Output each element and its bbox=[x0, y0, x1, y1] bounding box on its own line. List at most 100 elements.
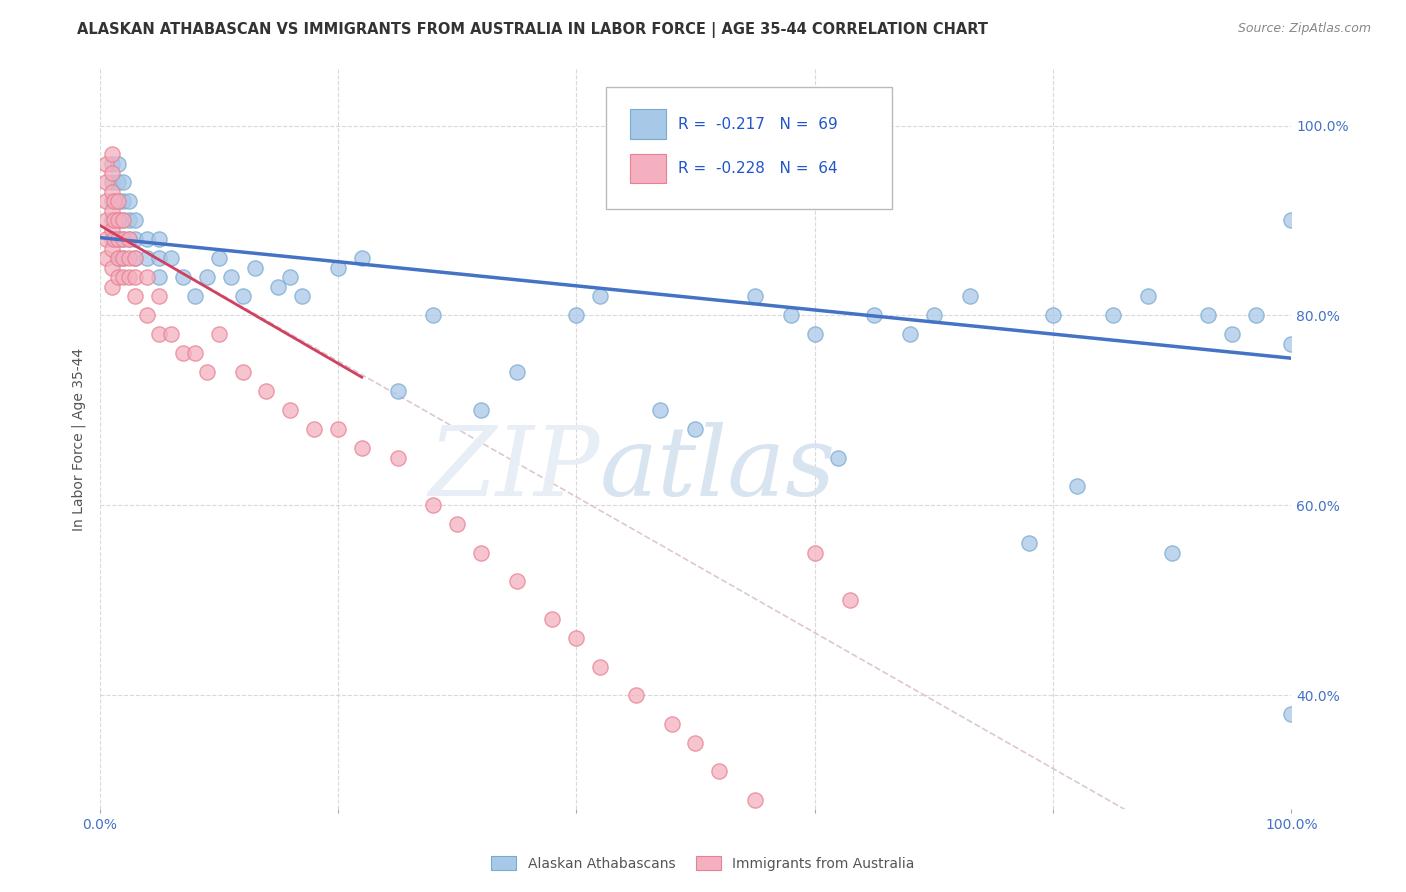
Point bbox=[94, 176, 117, 190]
Point bbox=[112, 176, 135, 190]
Point bbox=[589, 660, 612, 674]
Point bbox=[922, 309, 945, 323]
Point bbox=[100, 185, 122, 199]
Point bbox=[107, 270, 129, 285]
Point bbox=[172, 270, 194, 285]
Point bbox=[256, 384, 278, 399]
Point bbox=[107, 213, 129, 227]
Text: R =  -0.228   N =  64: R = -0.228 N = 64 bbox=[678, 161, 837, 176]
Point bbox=[100, 147, 122, 161]
Text: R =  -0.217   N =  69: R = -0.217 N = 69 bbox=[678, 117, 838, 132]
Point bbox=[1101, 309, 1123, 323]
Point bbox=[112, 252, 135, 266]
Point bbox=[112, 270, 135, 285]
Point bbox=[232, 289, 254, 303]
Point bbox=[506, 366, 529, 380]
Point bbox=[387, 450, 409, 465]
Point bbox=[184, 346, 207, 360]
Point bbox=[100, 176, 122, 190]
Point bbox=[959, 289, 981, 303]
Point bbox=[100, 242, 122, 256]
Point bbox=[148, 270, 170, 285]
Point bbox=[100, 260, 122, 275]
Point bbox=[112, 194, 135, 209]
Point bbox=[278, 403, 301, 417]
Point bbox=[100, 232, 122, 246]
Point bbox=[1066, 479, 1088, 493]
Point bbox=[100, 204, 122, 219]
Point bbox=[744, 793, 766, 807]
Point bbox=[589, 289, 612, 303]
Point bbox=[685, 422, 707, 436]
Point bbox=[107, 252, 129, 266]
Point bbox=[839, 593, 862, 607]
Point bbox=[94, 232, 117, 246]
Point bbox=[107, 156, 129, 170]
Point bbox=[100, 194, 122, 209]
Point bbox=[107, 232, 129, 246]
Point bbox=[1197, 309, 1219, 323]
Point bbox=[1018, 536, 1040, 550]
Point bbox=[1042, 309, 1064, 323]
Point bbox=[422, 309, 444, 323]
Point bbox=[291, 289, 314, 303]
Point bbox=[648, 403, 671, 417]
Point bbox=[107, 194, 129, 209]
Point bbox=[624, 689, 647, 703]
Text: ALASKAN ATHABASCAN VS IMMIGRANTS FROM AUSTRALIA IN LABOR FORCE | AGE 35-44 CORRE: ALASKAN ATHABASCAN VS IMMIGRANTS FROM AU… bbox=[77, 22, 988, 38]
Point bbox=[118, 232, 141, 246]
Point bbox=[124, 270, 146, 285]
Point bbox=[118, 194, 141, 209]
Point bbox=[278, 270, 301, 285]
Legend: Alaskan Athabascans, Immigrants from Australia: Alaskan Athabascans, Immigrants from Aus… bbox=[486, 850, 920, 876]
Point bbox=[744, 289, 766, 303]
Point bbox=[100, 156, 122, 170]
Point bbox=[100, 213, 122, 227]
Point bbox=[898, 327, 921, 342]
Bar bbox=[630, 153, 665, 184]
Point bbox=[148, 232, 170, 246]
Point bbox=[136, 270, 159, 285]
Point bbox=[803, 327, 825, 342]
Point bbox=[136, 309, 159, 323]
Point bbox=[350, 252, 373, 266]
Text: ZIP: ZIP bbox=[429, 422, 600, 516]
Point bbox=[446, 517, 468, 532]
Point bbox=[803, 546, 825, 560]
Point bbox=[148, 252, 170, 266]
Point bbox=[118, 270, 141, 285]
Point bbox=[1244, 309, 1267, 323]
Point bbox=[685, 736, 707, 750]
Point bbox=[302, 422, 325, 436]
Point bbox=[422, 499, 444, 513]
Point bbox=[94, 213, 117, 227]
Point bbox=[565, 309, 588, 323]
Point bbox=[506, 574, 529, 589]
Point bbox=[350, 442, 373, 456]
Y-axis label: In Labor Force | Age 35-44: In Labor Force | Age 35-44 bbox=[72, 347, 86, 531]
Point bbox=[1137, 289, 1160, 303]
Point bbox=[112, 232, 135, 246]
Point bbox=[148, 327, 170, 342]
Point bbox=[470, 403, 492, 417]
Point bbox=[208, 327, 231, 342]
Point bbox=[863, 309, 886, 323]
Point bbox=[1161, 546, 1184, 560]
Point bbox=[779, 309, 801, 323]
Point bbox=[112, 232, 135, 246]
Point bbox=[124, 252, 146, 266]
Point bbox=[160, 327, 183, 342]
Point bbox=[195, 270, 218, 285]
Point bbox=[208, 252, 231, 266]
Point bbox=[541, 612, 564, 626]
Point bbox=[136, 232, 159, 246]
Point bbox=[326, 422, 349, 436]
Point bbox=[172, 346, 194, 360]
Point bbox=[470, 546, 492, 560]
Point bbox=[118, 232, 141, 246]
Point bbox=[100, 223, 122, 237]
Point bbox=[124, 289, 146, 303]
Point bbox=[709, 764, 731, 779]
Point bbox=[103, 194, 125, 209]
Point bbox=[1279, 337, 1302, 351]
